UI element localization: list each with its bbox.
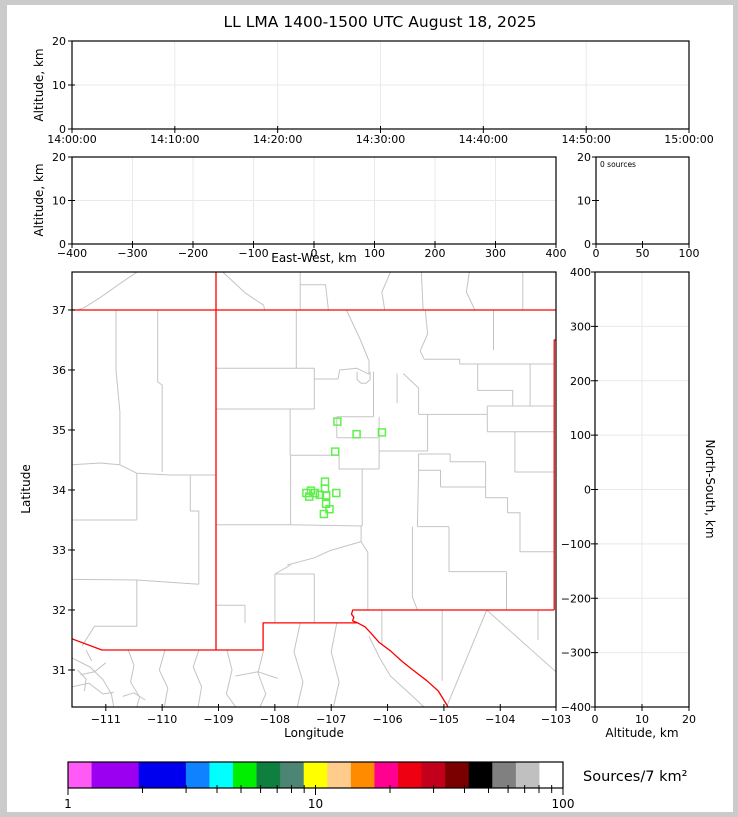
svg-text:−107: −107 [316,713,346,726]
svg-text:400: 400 [570,266,591,279]
source-marker [315,490,325,500]
figure-background [7,5,733,812]
svg-text:0: 0 [59,123,66,136]
svg-text:14:40:00: 14:40:00 [459,133,508,146]
svg-text:−400: −400 [57,247,87,260]
svg-text:0: 0 [593,247,600,260]
svg-text:10: 10 [52,79,66,92]
svg-text:14:30:00: 14:30:00 [356,133,405,146]
svg-text:20: 20 [52,35,66,48]
svg-text:0: 0 [584,484,591,497]
svg-text:15:00:00: 15:00:00 [664,133,713,146]
map-boundaries [72,272,556,707]
svg-text:14:00:00: 14:00:00 [47,133,96,146]
source-marker [333,417,342,426]
source-marker [304,492,314,501]
svg-text:−111: −111 [91,713,121,726]
source-marker [325,504,334,514]
svg-text:20: 20 [52,151,66,164]
ew-height-xlabel: East-West, km [271,251,357,265]
svg-text:0: 0 [59,238,66,251]
svg-text:400: 400 [546,247,567,260]
lightning-source-markers [302,417,387,519]
gridlines [72,41,689,707]
svg-text:−106: −106 [372,713,402,726]
svg-text:200: 200 [570,375,591,388]
svg-text:0: 0 [592,713,599,726]
svg-text:14:50:00: 14:50:00 [561,133,610,146]
svg-text:100: 100 [364,247,385,260]
source-marker [319,509,329,519]
source-marker [330,447,340,456]
svg-text:−100: −100 [561,538,591,551]
svg-text:10: 10 [52,195,66,208]
ns-height-ylabel: North-South, km [703,439,717,538]
state-border-lines [72,272,556,707]
svg-text:−200: −200 [178,247,208,260]
colorbar-tick-label: 1 [64,797,72,811]
svg-text:100: 100 [570,429,591,442]
source-marker [321,491,331,500]
axis-ticks [68,40,690,711]
tick-labels: 14:00:00 14:10:00 14:20:00 14:30:00 14:40:00… [47,35,713,726]
svg-text:37: 37 [52,304,66,317]
svg-text:35: 35 [52,424,66,437]
ns-height-xlabel: Altitude, km [605,726,678,740]
svg-text:50: 50 [636,247,650,260]
source-marker [320,477,330,486]
map-xlabel: Longitude [284,726,344,740]
colorbar-tick-label: 100 [552,797,575,811]
svg-text:100: 100 [679,247,700,260]
svg-text:36: 36 [52,364,66,377]
svg-text:−300: −300 [561,647,591,660]
svg-text:0: 0 [584,238,591,251]
colorbar-tick-label: 10 [308,797,323,811]
svg-text:10: 10 [635,713,649,726]
svg-text:−300: −300 [117,247,147,260]
svg-text:−400: −400 [561,701,591,714]
svg-text:34: 34 [52,484,66,497]
source-marker [377,428,387,437]
svg-text:−109: −109 [203,713,233,726]
svg-text:−100: −100 [238,247,268,260]
colorbar: 1 10 100 [64,761,575,811]
figure-title: LL LMA 1400-1500 UTC August 18, 2025 [224,13,537,31]
svg-text:20: 20 [682,713,696,726]
map-ylabel: Latitude [19,464,33,513]
svg-text:14:10:00: 14:10:00 [150,133,199,146]
svg-text:−104: −104 [485,713,515,726]
svg-text:10: 10 [577,195,591,208]
svg-text:−105: −105 [429,713,459,726]
svg-text:−200: −200 [561,592,591,605]
svg-text:33: 33 [52,544,66,557]
svg-text:−108: −108 [260,713,290,726]
svg-text:32: 32 [52,604,66,617]
svg-text:200: 200 [425,247,446,260]
svg-text:−110: −110 [147,713,177,726]
source-marker [352,429,361,439]
svg-text:−103: −103 [541,713,571,726]
time-height-ylabel: Altitude, km [32,48,46,121]
county-lines [72,272,556,707]
svg-text:14:20:00: 14:20:00 [253,133,302,146]
colorbar-label: Sources/7 km² [583,769,687,785]
svg-text:31: 31 [52,664,66,677]
svg-text:300: 300 [570,320,591,333]
svg-text:0: 0 [311,247,318,260]
svg-text:20: 20 [577,151,591,164]
source-count-annotation: 0 sources [600,160,636,169]
source-marker [332,488,341,498]
ew-height-ylabel: Altitude, km [32,163,46,236]
svg-text:300: 300 [485,247,506,260]
